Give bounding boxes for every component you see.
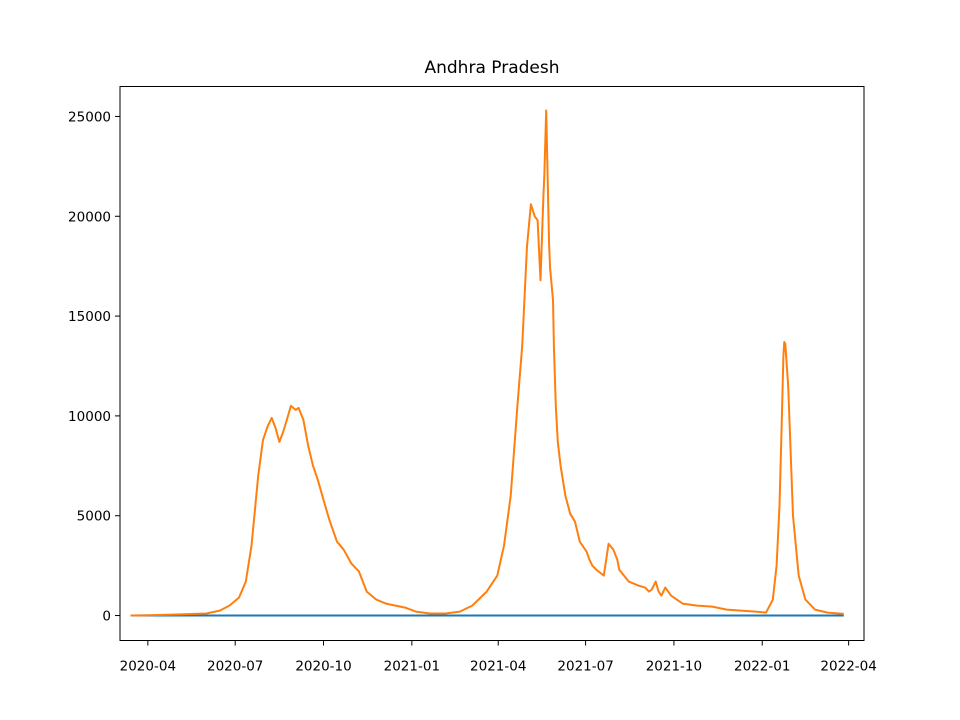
y-tick-label: 20000 <box>68 209 111 225</box>
y-tick-label: 25000 <box>68 109 111 125</box>
y-tick-label: 15000 <box>68 309 111 325</box>
x-tick-label: 2022-01 <box>734 659 790 675</box>
y-tick-label: 10000 <box>68 409 111 425</box>
x-tick-label: 2020-10 <box>295 659 351 675</box>
plot-frame <box>119 86 865 641</box>
series-line-2 <box>130 109 844 617</box>
series-layer <box>130 109 844 617</box>
x-tick-label: 2021-01 <box>384 659 440 675</box>
x-tick-label: 2022-04 <box>820 659 876 675</box>
y-tick-label: 5000 <box>77 509 111 525</box>
x-tick-label: 2021-07 <box>557 659 613 675</box>
x-tick-label: 2021-10 <box>646 659 702 675</box>
y-tick-label: 0 <box>102 609 111 625</box>
x-tick-label: 2020-04 <box>120 659 176 675</box>
x-tick-label: 2020-07 <box>207 659 263 675</box>
chart-title: Andhra Pradesh <box>424 58 559 78</box>
x-tick-label: 2021-04 <box>470 659 526 675</box>
ticks-layer: 0 5000 10000 15000 20000 25000 2020-04 2020-07 2… <box>68 109 877 674</box>
